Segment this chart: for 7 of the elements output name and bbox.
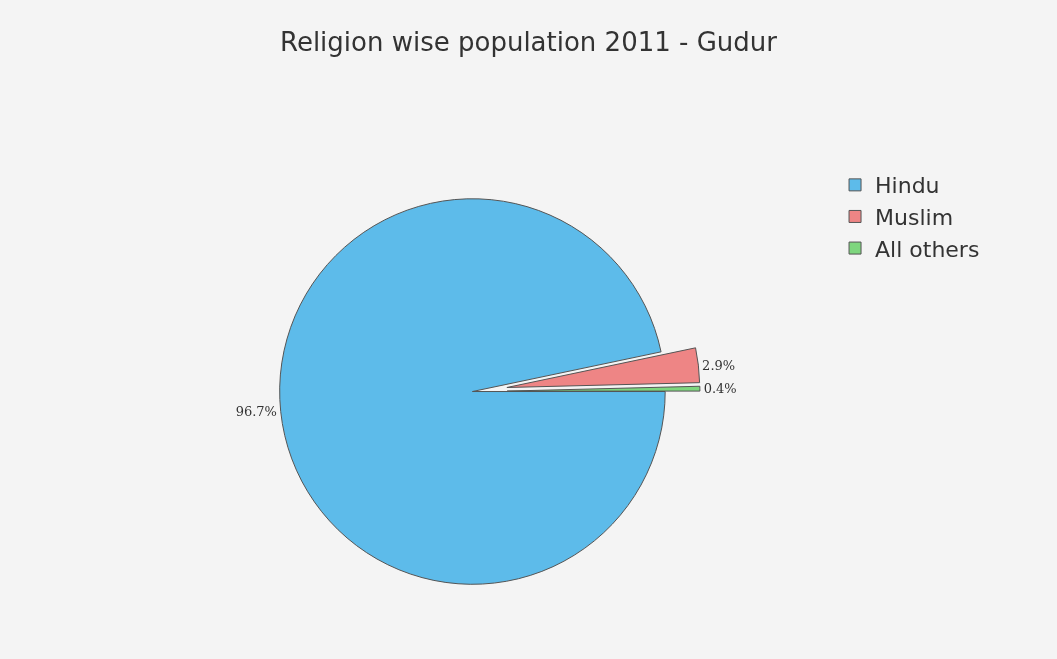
legend-label: Muslim <box>875 205 954 231</box>
legend-label: All others <box>875 236 980 262</box>
data-label: 2.9% <box>702 357 736 373</box>
data-label: 96.7% <box>235 404 277 420</box>
data-label: 0.4% <box>703 381 737 397</box>
legend-label: Hindu <box>875 173 940 199</box>
chart-title: Religion wise population 2011 - Gudur <box>279 27 778 58</box>
